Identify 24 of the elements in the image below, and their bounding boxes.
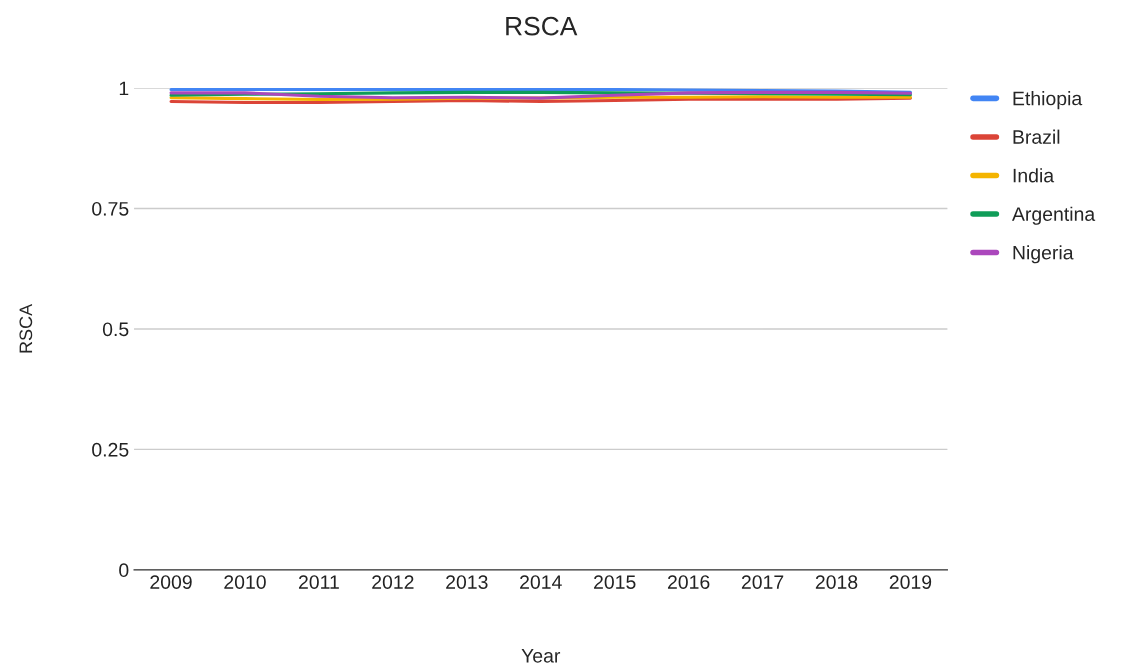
x-tick-label: 2018 xyxy=(815,575,858,589)
x-tick-label: 2012 xyxy=(372,575,414,589)
legend-label: Argentina xyxy=(1011,206,1096,225)
y-tick-label: 0 xyxy=(119,563,129,578)
x-tick-label: 2015 xyxy=(594,575,636,589)
x-tick-label: 2014 xyxy=(520,575,562,589)
chart-title: RSCA xyxy=(506,16,578,36)
x-axis-title: Year xyxy=(521,649,561,663)
y-tick-label: 0.75 xyxy=(92,201,129,216)
x-tick-label: 2010 xyxy=(224,575,266,589)
y-tick-label: 1 xyxy=(119,81,129,96)
legend-label: Brazil xyxy=(1013,129,1060,144)
y-tick-label: 0.5 xyxy=(102,322,129,337)
x-tick-label: 2009 xyxy=(150,575,192,589)
legend-label: Nigeria xyxy=(1013,245,1074,264)
y-axis-title: RSCA xyxy=(19,303,33,353)
y-tick-label: 0.25 xyxy=(92,442,129,457)
x-tick-label: 2019 xyxy=(889,575,932,589)
legend-label: India xyxy=(1013,168,1055,183)
x-tick-label: 2011 xyxy=(298,575,339,589)
x-tick-label: 2017 xyxy=(741,575,784,589)
x-tick-label: 2016 xyxy=(667,575,710,589)
legend-label: Ethiopia xyxy=(1013,91,1083,110)
x-tick-label: 2013 xyxy=(446,575,488,589)
